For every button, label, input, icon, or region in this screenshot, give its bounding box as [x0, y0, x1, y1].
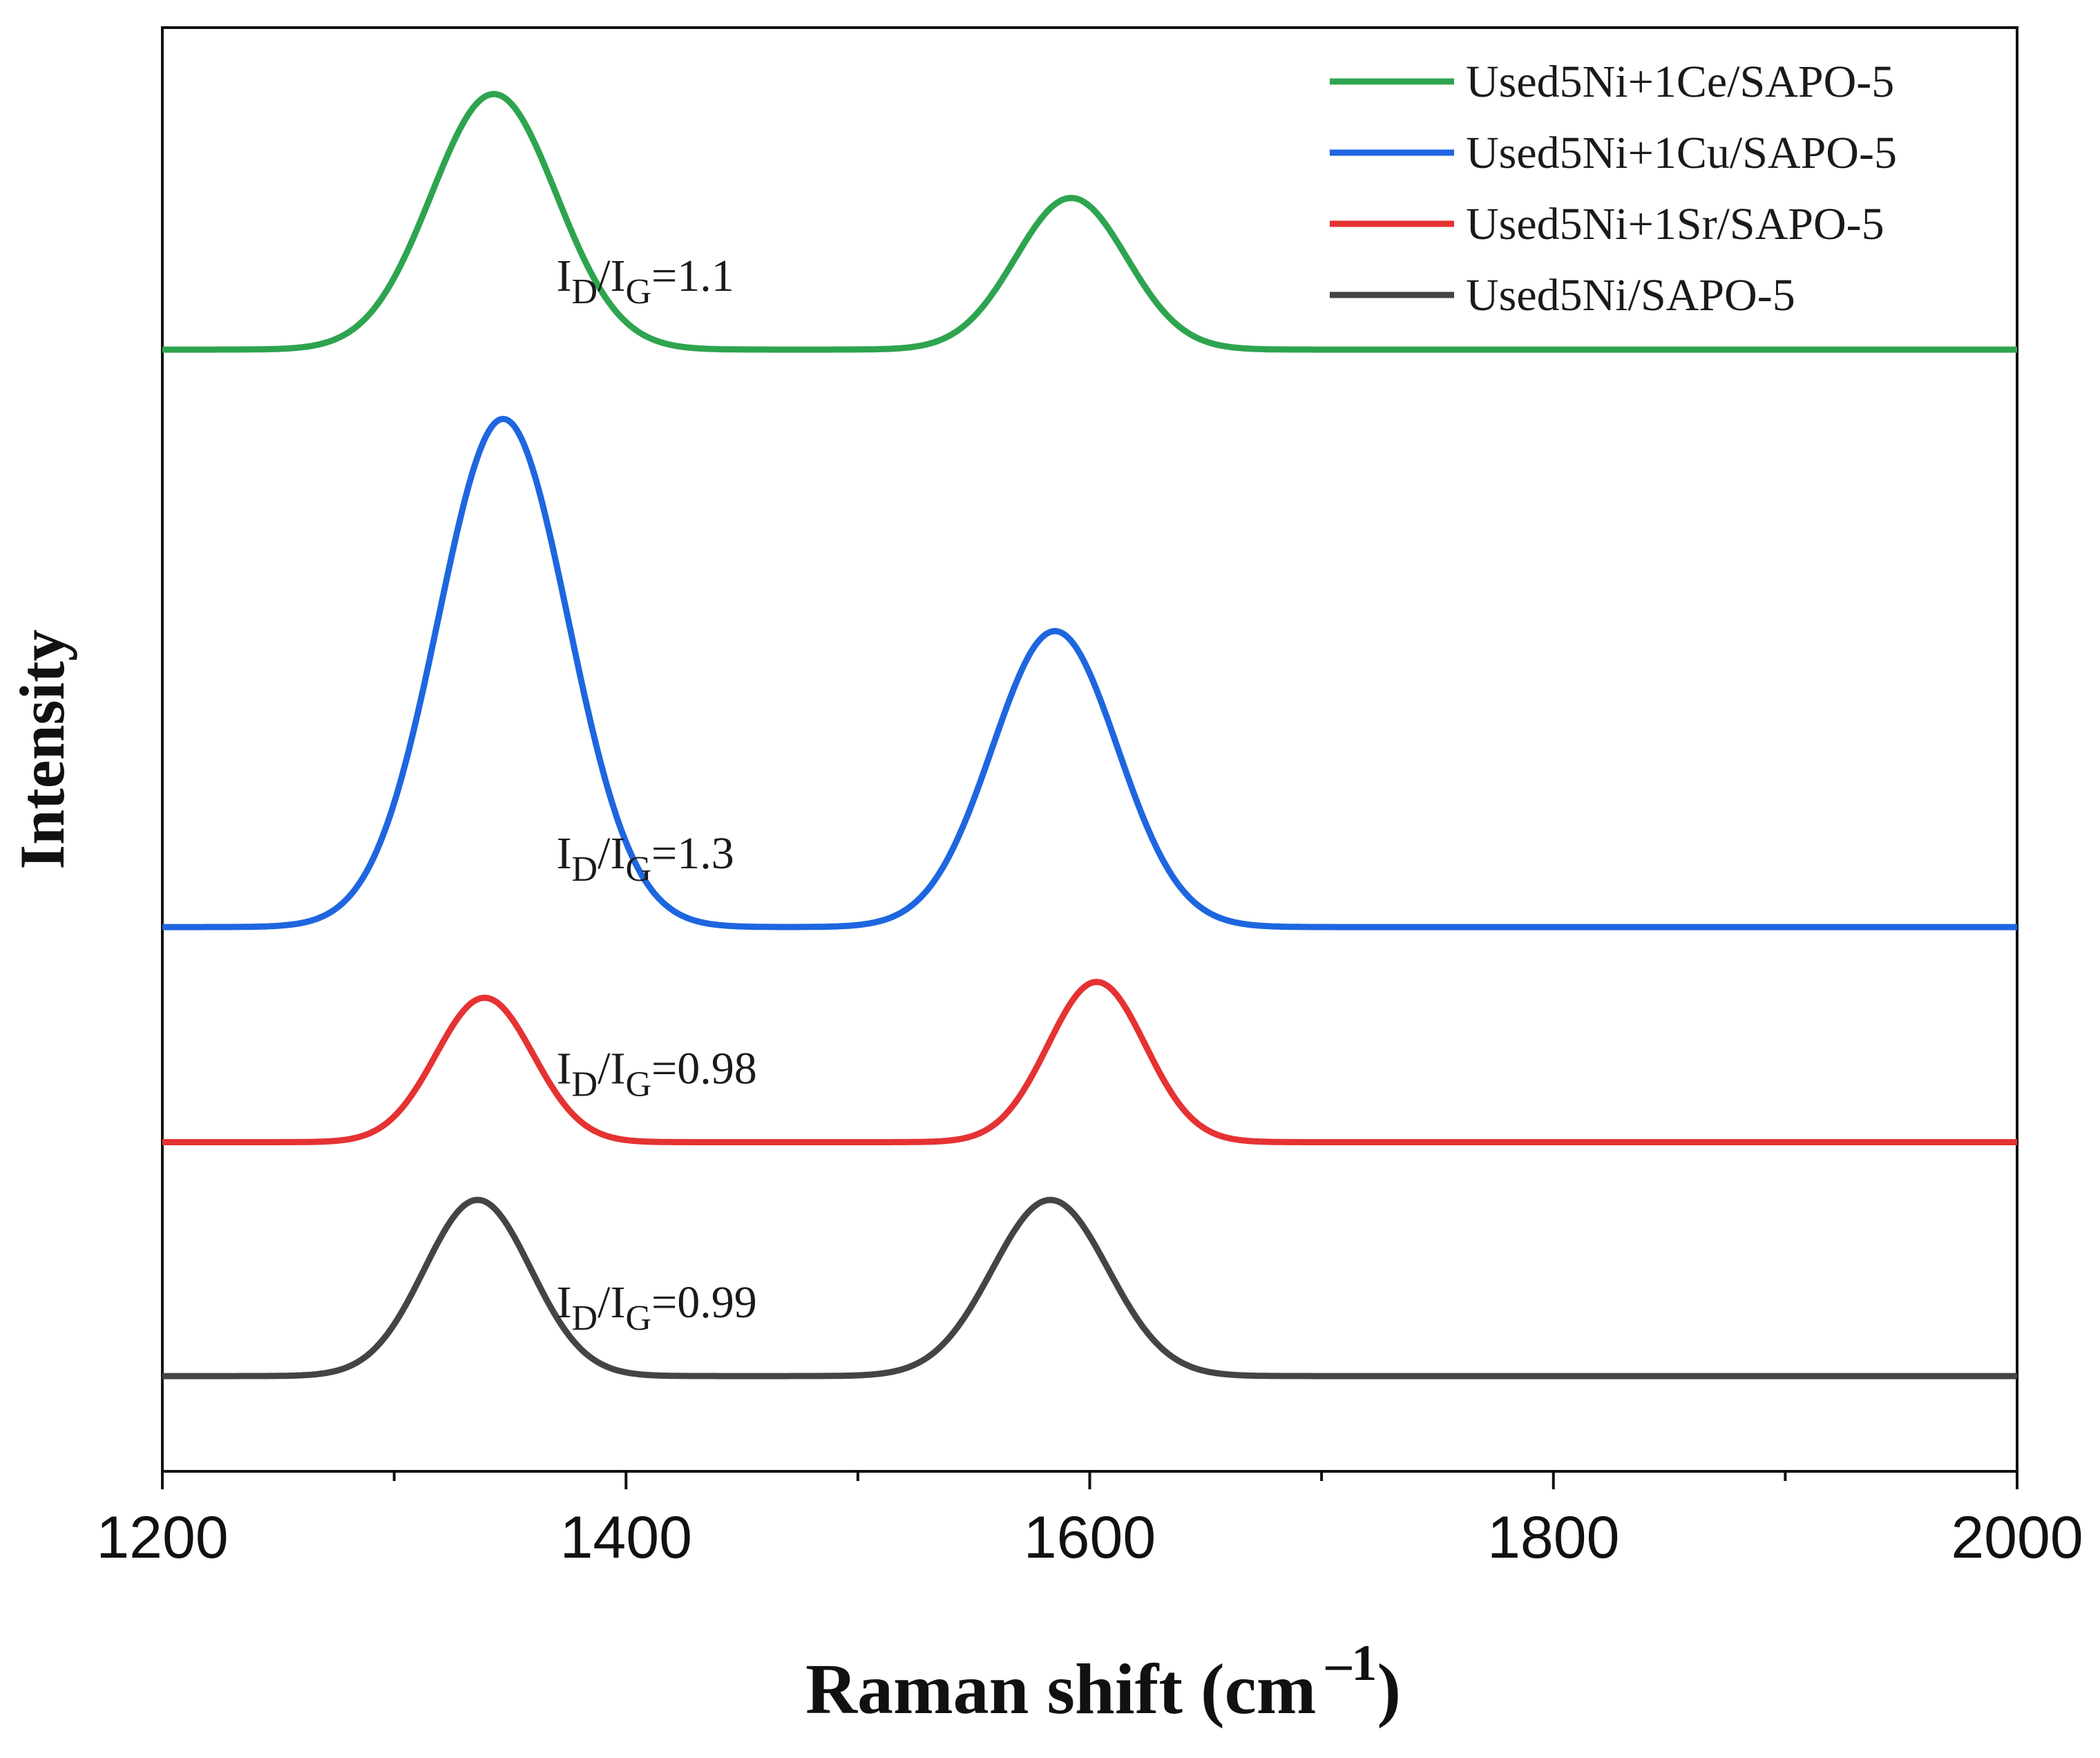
ratio-annotation-part: =1.3 [651, 828, 734, 879]
ratio-annotation-part: G [625, 272, 651, 312]
ratio-annotation-part: I [557, 1277, 572, 1328]
ratio-annotation-part: D [572, 1299, 598, 1338]
spectra-lines [161, 90, 2018, 1379]
x-axis-title-close: ) [1377, 1650, 1401, 1729]
ratio-annotation-2: ID/IG=0.98 [557, 1043, 757, 1104]
ratio-annotation-part: =0.99 [651, 1277, 757, 1328]
ratio-annotation-part: D [572, 850, 598, 889]
ratio-annotation-part: I [557, 828, 572, 879]
x-axis-tick-labels: 1200 1400 1600 1800 2000 [96, 1504, 2083, 1571]
ratio-annotation-0: ID/IG=1.1 [557, 251, 734, 312]
x-axis-title: Raman shift (cm –1) [805, 1635, 1401, 1729]
x-tick-label: 1400 [560, 1504, 692, 1571]
series-line-1 [161, 415, 2018, 930]
series-line-2 [161, 979, 2018, 1145]
ratio-annotation-part: I [557, 1043, 572, 1093]
ratio-annotation-part: =0.98 [651, 1043, 757, 1093]
ratio-annotation-part: /I [598, 1043, 625, 1093]
x-tick-label: 1600 [1024, 1504, 1156, 1571]
x-axis-title-exponent: –1 [1325, 1635, 1377, 1692]
legend: Used5Ni+1Ce/SAPO-5 Used5Ni+1Cu/SAPO-5 Used… [1330, 57, 1897, 321]
ratio-annotation-part: G [625, 850, 651, 889]
ratio-annotation-part: D [572, 272, 598, 312]
legend-label-3: Used5Ni/SAPO-5 [1466, 270, 1795, 321]
x-axis-ticks [161, 1471, 2018, 1489]
x-tick-label: 1200 [96, 1504, 228, 1571]
ratio-annotation-3: ID/IG=0.99 [557, 1277, 757, 1338]
x-tick-label: 1800 [1487, 1504, 1619, 1571]
legend-label-0: Used5Ni+1Ce/SAPO-5 [1466, 57, 1894, 107]
ratio-annotation-part: /I [598, 251, 625, 301]
ratio-annotation-part: G [625, 1064, 651, 1104]
series-line-3 [161, 1196, 2018, 1379]
ratio-annotation-part: =1.1 [651, 251, 734, 301]
ratio-annotation-part: /I [598, 828, 625, 879]
ratio-annotation-part: I [557, 251, 572, 301]
x-axis-title-text: Raman shift (cm [805, 1650, 1316, 1729]
ratio-annotation-part: /I [598, 1277, 625, 1328]
legend-label-1: Used5Ni+1Cu/SAPO-5 [1466, 128, 1897, 178]
x-tick-label: 2000 [1951, 1504, 2083, 1571]
ratio-annotation-part: G [625, 1299, 651, 1338]
ratio-annotation-part: D [572, 1064, 598, 1104]
ratio-annotation-1: ID/IG=1.3 [557, 828, 734, 889]
legend-label-2: Used5Ni+1Sr/SAPO-5 [1466, 199, 1884, 249]
series-line-0 [161, 90, 2018, 353]
y-axis-title: Intensity [7, 629, 77, 870]
